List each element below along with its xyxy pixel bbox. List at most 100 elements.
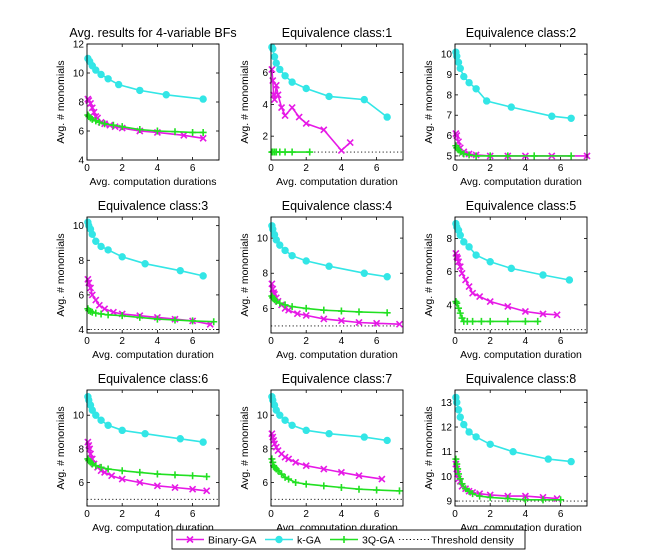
- data-point: [539, 496, 547, 504]
- data-point: [465, 243, 473, 251]
- legend-entry: Threshold density: [399, 534, 515, 546]
- data-point: [285, 455, 293, 463]
- series-3q-ga: [268, 292, 391, 317]
- y-tick-label: 8: [78, 98, 84, 109]
- x-tick-label: 2: [119, 163, 125, 174]
- y-tick-label: 10: [441, 50, 453, 61]
- data-point: [281, 246, 289, 255]
- data-point: [534, 317, 542, 325]
- data-point: [476, 292, 484, 301]
- data-point: [453, 398, 461, 407]
- series-k-ga: [84, 218, 207, 280]
- data-point: [101, 120, 109, 128]
- data-point: [567, 457, 575, 466]
- y-tick-label: 10: [73, 69, 85, 80]
- data-point: [97, 463, 105, 471]
- data-point: [162, 91, 170, 99]
- y-tick-label: 13: [441, 398, 453, 409]
- data-point: [454, 258, 463, 266]
- x-tick-label: 0: [268, 336, 274, 347]
- data-point: [472, 251, 480, 259]
- data-point: [97, 310, 105, 318]
- series-k-ga: [268, 222, 391, 281]
- data-point: [118, 123, 126, 131]
- x-tick-label: 2: [487, 163, 493, 174]
- data-point: [92, 462, 100, 470]
- y-tick-label: 8: [78, 256, 84, 267]
- data-point: [465, 151, 473, 159]
- data-point: [153, 127, 161, 135]
- x-axis-label: Avg. computation duration: [276, 176, 398, 188]
- data-point: [288, 148, 296, 156]
- data-point: [325, 262, 333, 270]
- data-point: [97, 242, 105, 251]
- data-point: [458, 480, 466, 488]
- data-point: [383, 113, 391, 121]
- data-point: [458, 269, 466, 277]
- data-point: [118, 426, 126, 435]
- data-point: [567, 114, 575, 122]
- data-point: [378, 475, 386, 483]
- data-point: [92, 237, 100, 245]
- data-point: [456, 148, 464, 156]
- data-point: [268, 280, 276, 288]
- data-point: [320, 482, 328, 490]
- data-point: [176, 435, 184, 443]
- data-point: [302, 119, 310, 128]
- y-tick-label: 6: [262, 478, 268, 489]
- data-point: [504, 302, 512, 311]
- data-point: [276, 411, 284, 419]
- subplot-title: Equivalence class:1: [282, 26, 393, 40]
- data-point: [553, 311, 561, 319]
- axes-box: [270, 216, 404, 334]
- series-binary-ga: [268, 280, 404, 328]
- data-point: [276, 65, 284, 74]
- series-3q-ga: [84, 111, 207, 136]
- x-tick-label: 6: [374, 336, 380, 347]
- series-binary-ga: [452, 460, 561, 503]
- data-point: [355, 485, 363, 493]
- legend-entry: Binary-GA: [176, 534, 256, 546]
- legend-label: 3Q-GA: [362, 534, 395, 546]
- data-point: [476, 492, 484, 500]
- subplot-2: Equivalence class:1 0 2 4 6 2 4 6 Avg. computati…: [239, 26, 404, 188]
- data-point: [114, 80, 123, 89]
- subplot-title: Avg. results for 4-variable BFs: [69, 26, 236, 40]
- data-point: [295, 113, 303, 121]
- data-point: [302, 311, 310, 319]
- data-point: [486, 258, 494, 266]
- data-point: [276, 299, 284, 307]
- x-tick-label: 4: [523, 163, 529, 174]
- y-tick-label: 4: [78, 156, 84, 167]
- series-binary-ga: [452, 249, 561, 319]
- data-point: [355, 472, 363, 480]
- series-3q-ga: [84, 305, 218, 326]
- data-point: [176, 266, 184, 275]
- data-point: [281, 72, 289, 80]
- series-k-ga: [268, 393, 391, 445]
- data-point: [210, 318, 218, 326]
- data-point: [507, 264, 516, 273]
- series-3q-ga: [452, 298, 542, 325]
- data-point: [285, 475, 293, 483]
- y-tick-label: 11: [442, 447, 453, 458]
- x-tick-label: 0: [268, 163, 274, 174]
- data-point: [199, 134, 207, 142]
- data-point: [465, 283, 473, 291]
- data-point: [521, 492, 529, 500]
- data-point: [539, 271, 547, 279]
- data-point: [269, 458, 277, 466]
- data-point: [360, 269, 368, 277]
- data-point: [355, 308, 363, 316]
- y-tick-label: 8: [78, 444, 84, 455]
- data-point: [92, 117, 100, 125]
- x-axis-label: Avg. computation duration: [92, 349, 214, 361]
- data-point: [337, 146, 345, 155]
- y-tick-label: 8: [262, 269, 268, 280]
- x-axis-label: Avg. computation duration: [460, 176, 582, 188]
- legend-marker: [275, 535, 283, 544]
- subplot-title: Equivalence class:7: [282, 372, 393, 386]
- y-tick-label: 10: [73, 221, 85, 232]
- data-point: [521, 307, 529, 316]
